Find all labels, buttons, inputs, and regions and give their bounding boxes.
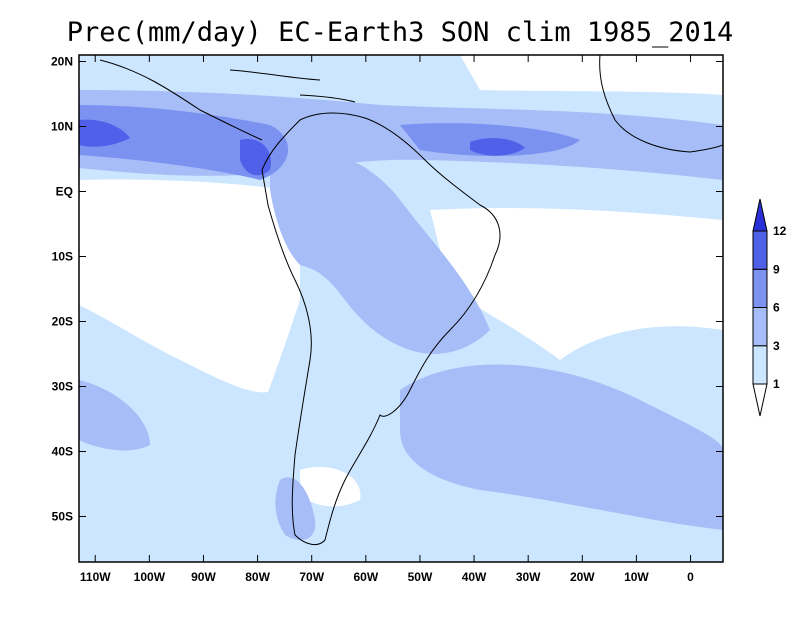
map-title: Prec(mm/day) EC-Earth3 SON clim 1985_201… — [67, 17, 733, 48]
x-tick-label: 70W — [299, 570, 324, 584]
y-tick-label: 40S — [52, 445, 73, 459]
plot-area — [79, 55, 723, 562]
x-tick-label: 30W — [516, 570, 541, 584]
x-tick-label: 110W — [80, 570, 111, 584]
x-tick-label: 50W — [408, 570, 433, 584]
africa-coastline — [599, 55, 723, 153]
x-axis: 110W 100W 90W 80W 70W 60W 50W 40W 30W 20W 10W 0 — [80, 55, 694, 584]
precip-band-3-6-amazon — [270, 147, 490, 354]
south-america-coastline — [261, 112, 501, 546]
y-tick-label: 10N — [51, 120, 73, 134]
x-tick-label: 90W — [191, 570, 216, 584]
precip-band-3-6-chile — [275, 477, 316, 540]
dry-zone-patagonia — [300, 466, 361, 507]
y-tick-label: 20S — [52, 315, 73, 329]
central-america-coastline — [99, 59, 263, 141]
colorbar-segment — [752, 230, 768, 270]
colorbar: 1 3 6 9 12 — [752, 198, 787, 417]
dry-zone-southeast-pacific — [79, 179, 300, 393]
x-tick-label: 40W — [462, 570, 487, 584]
y-axis: 20N 10N EQ 10S 20S 30S 40S 50S — [51, 55, 723, 524]
colorbar-extend-max — [752, 198, 768, 232]
x-tick-label: 80W — [245, 570, 270, 584]
x-tick-label: 60W — [353, 570, 378, 584]
x-tick-label: 10W — [624, 570, 649, 584]
y-tick-label: 30S — [52, 380, 73, 394]
colorbar-extend-min — [752, 383, 768, 417]
caribbean-coastline — [229, 69, 356, 103]
y-tick-label: 50S — [52, 510, 73, 524]
y-tick-label: 20N — [51, 55, 73, 69]
plot-frame — [78, 54, 724, 563]
dry-zone-south-atlantic — [430, 208, 723, 360]
precip-band-6-9 — [79, 105, 289, 180]
colorbar-label: 1 — [773, 377, 780, 391]
x-tick-label: 0 — [687, 570, 694, 584]
colorbar-label: 3 — [773, 339, 780, 353]
precip-band-3-6-pacific — [79, 380, 150, 451]
colorbar-segment — [752, 307, 768, 347]
x-tick-label: 100W — [134, 570, 166, 584]
y-tick-label: 10S — [52, 250, 73, 264]
colorbar-label: 9 — [773, 262, 780, 276]
colorbar-segment — [752, 268, 768, 308]
colorbar-segment — [752, 345, 768, 385]
x-tick-label: 20W — [570, 570, 595, 584]
colorbar-label: 12 — [773, 224, 787, 238]
precip-band-9-12-atlantic — [470, 138, 525, 156]
dry-zone-north-atlantic — [460, 55, 723, 95]
precip-band-9-12 — [79, 119, 130, 147]
colorbar-label: 6 — [773, 301, 780, 315]
y-tick-label: EQ — [56, 185, 73, 199]
precip-band-3-6-south-atlantic — [400, 364, 723, 530]
